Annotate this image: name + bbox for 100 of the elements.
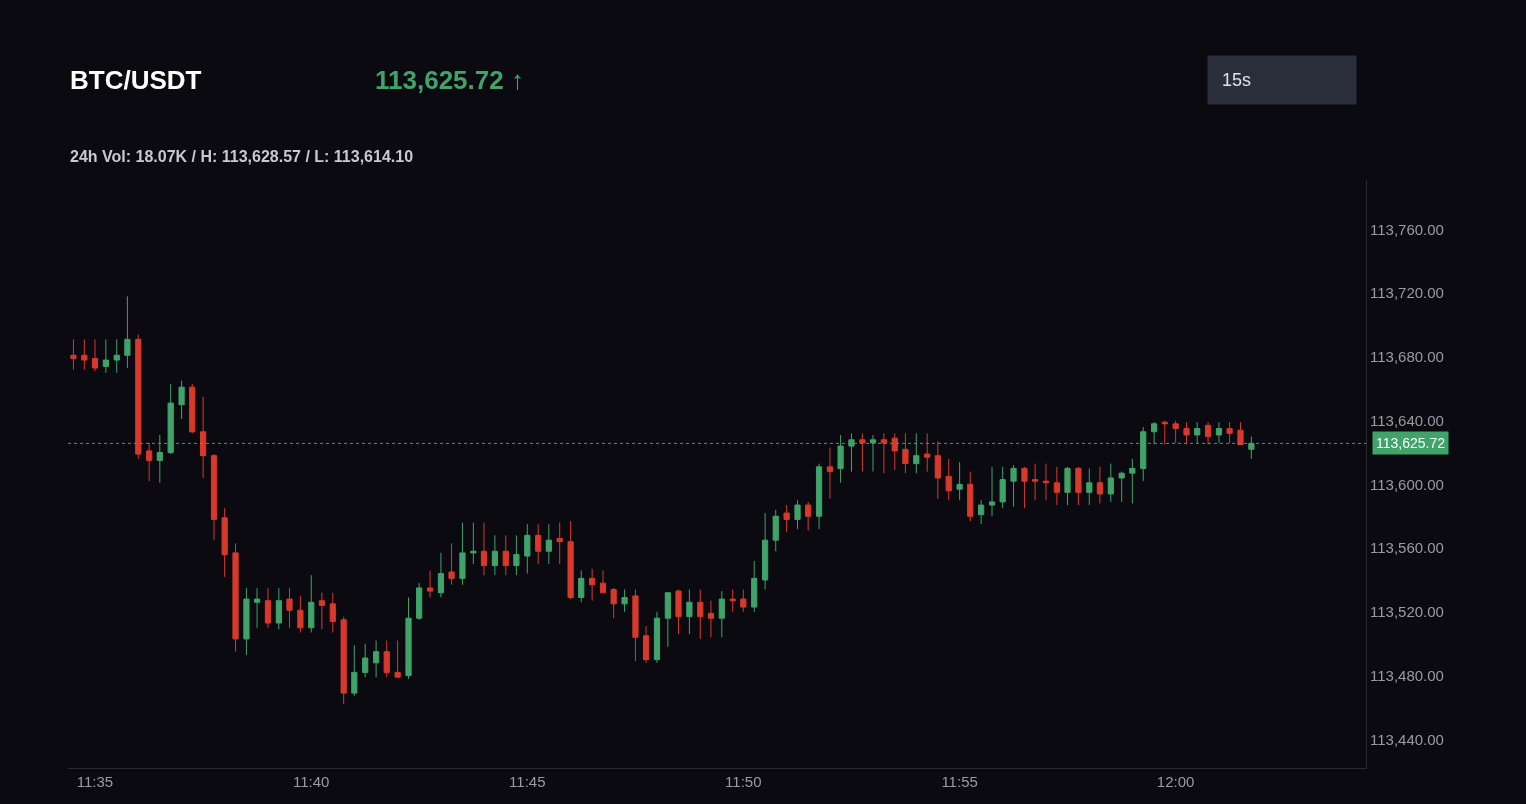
candlestick xyxy=(924,432,931,473)
candlestick xyxy=(1118,471,1125,503)
candlestick xyxy=(1053,466,1060,506)
candlestick xyxy=(956,461,963,501)
candlestick xyxy=(102,338,109,374)
y-tick-label: 113,720.00 xyxy=(1370,284,1444,302)
candlestick xyxy=(967,471,974,522)
candlestick xyxy=(740,589,747,613)
candlestick xyxy=(707,600,715,638)
candlestick xyxy=(1237,421,1244,446)
candlestick xyxy=(826,447,834,500)
candlestick xyxy=(91,338,99,372)
candlestick xyxy=(772,509,779,552)
candlestick xyxy=(200,396,207,479)
candlestick xyxy=(448,542,455,586)
candlestick xyxy=(329,592,336,634)
candlestick xyxy=(1075,466,1082,506)
y-tick-label: 113,680.00 xyxy=(1370,348,1444,366)
candlestick xyxy=(1031,463,1039,501)
candlestick xyxy=(1096,466,1104,504)
candlestick xyxy=(81,338,88,371)
x-tick-label: 11:55 xyxy=(941,773,978,790)
candlestick xyxy=(1021,466,1028,509)
candlestick xyxy=(405,597,412,680)
candlestick xyxy=(729,589,736,613)
candlestick xyxy=(135,334,142,460)
text: 15s xyxy=(1222,70,1252,90)
candlestick xyxy=(318,592,325,630)
candlestick xyxy=(599,569,607,594)
candlestick xyxy=(945,458,952,501)
candlestick xyxy=(610,587,617,619)
candlestick xyxy=(394,640,401,678)
candlestick xyxy=(632,589,639,662)
chart-title: BTC/USDT xyxy=(70,65,202,95)
y-tick-label: 113,520.00 xyxy=(1370,603,1444,621)
candlestick xyxy=(124,295,131,369)
candlestick xyxy=(1107,463,1114,503)
candlestick xyxy=(1161,420,1168,446)
candlestick xyxy=(480,522,488,576)
y-tick-label: 113,760.00 xyxy=(1370,220,1444,238)
x-tick-label: 12:00 xyxy=(1156,773,1195,790)
candlestick xyxy=(751,560,758,613)
text: 113,625.72 ↑ xyxy=(375,65,524,95)
candlestick xyxy=(1129,458,1136,504)
candlestick xyxy=(567,520,574,600)
candlestick xyxy=(934,440,941,500)
candlestick xyxy=(675,589,682,635)
candlestick xyxy=(642,625,650,664)
candlestick xyxy=(891,432,898,471)
candlestick xyxy=(1183,421,1190,446)
ref-line-label: 113,625.72 xyxy=(1376,435,1446,451)
candlestick xyxy=(805,501,812,532)
candlestick xyxy=(308,574,315,634)
y-tick-label: 113,600.00 xyxy=(1370,475,1444,493)
candlestick xyxy=(653,611,661,664)
candlestick xyxy=(178,380,185,420)
candlestick xyxy=(502,534,509,576)
candlestick xyxy=(275,587,282,630)
candlestick xyxy=(513,534,520,576)
y-tick-label: 113,560.00 xyxy=(1370,539,1444,557)
candlestick xyxy=(621,589,628,613)
candlestick xyxy=(146,442,153,482)
candlestick xyxy=(491,534,498,576)
x-tick-label: 11:45 xyxy=(509,773,546,790)
candlestick xyxy=(524,523,531,575)
candlestick xyxy=(362,643,369,678)
candlestick xyxy=(286,587,293,629)
candlestick xyxy=(297,595,304,634)
candlestick xyxy=(210,453,218,541)
y-tick-label: 113,440.00 xyxy=(1370,730,1444,748)
candlestick xyxy=(232,542,239,653)
x-tick-label: 11:50 xyxy=(725,773,762,790)
candlestick xyxy=(686,589,693,635)
candlestick xyxy=(578,569,585,603)
candlestick xyxy=(815,463,823,530)
candlestick xyxy=(859,432,866,473)
candlestick xyxy=(189,383,196,434)
candlestick xyxy=(1215,421,1223,444)
candlestick xyxy=(372,640,380,678)
candlestick xyxy=(880,432,887,474)
candlestick xyxy=(243,587,250,656)
candlestick xyxy=(1042,463,1050,501)
candlestick xyxy=(556,522,563,565)
candlestick xyxy=(351,644,358,697)
candlestick xyxy=(426,569,434,598)
candlestick xyxy=(535,523,542,565)
candlestick xyxy=(470,522,477,565)
candlestick xyxy=(437,552,445,598)
candlestick xyxy=(221,507,228,578)
candlestick xyxy=(459,522,466,586)
candlestick xyxy=(113,338,120,374)
candlestick xyxy=(70,338,77,371)
candlestick xyxy=(264,587,272,629)
candlestick xyxy=(1172,420,1179,444)
x-tick-label: 11:35 xyxy=(76,773,114,790)
candlestick xyxy=(794,499,801,530)
candlestick xyxy=(697,589,704,640)
candlestick xyxy=(1064,466,1071,506)
candlestick xyxy=(253,587,261,629)
candlestick xyxy=(1204,421,1212,446)
